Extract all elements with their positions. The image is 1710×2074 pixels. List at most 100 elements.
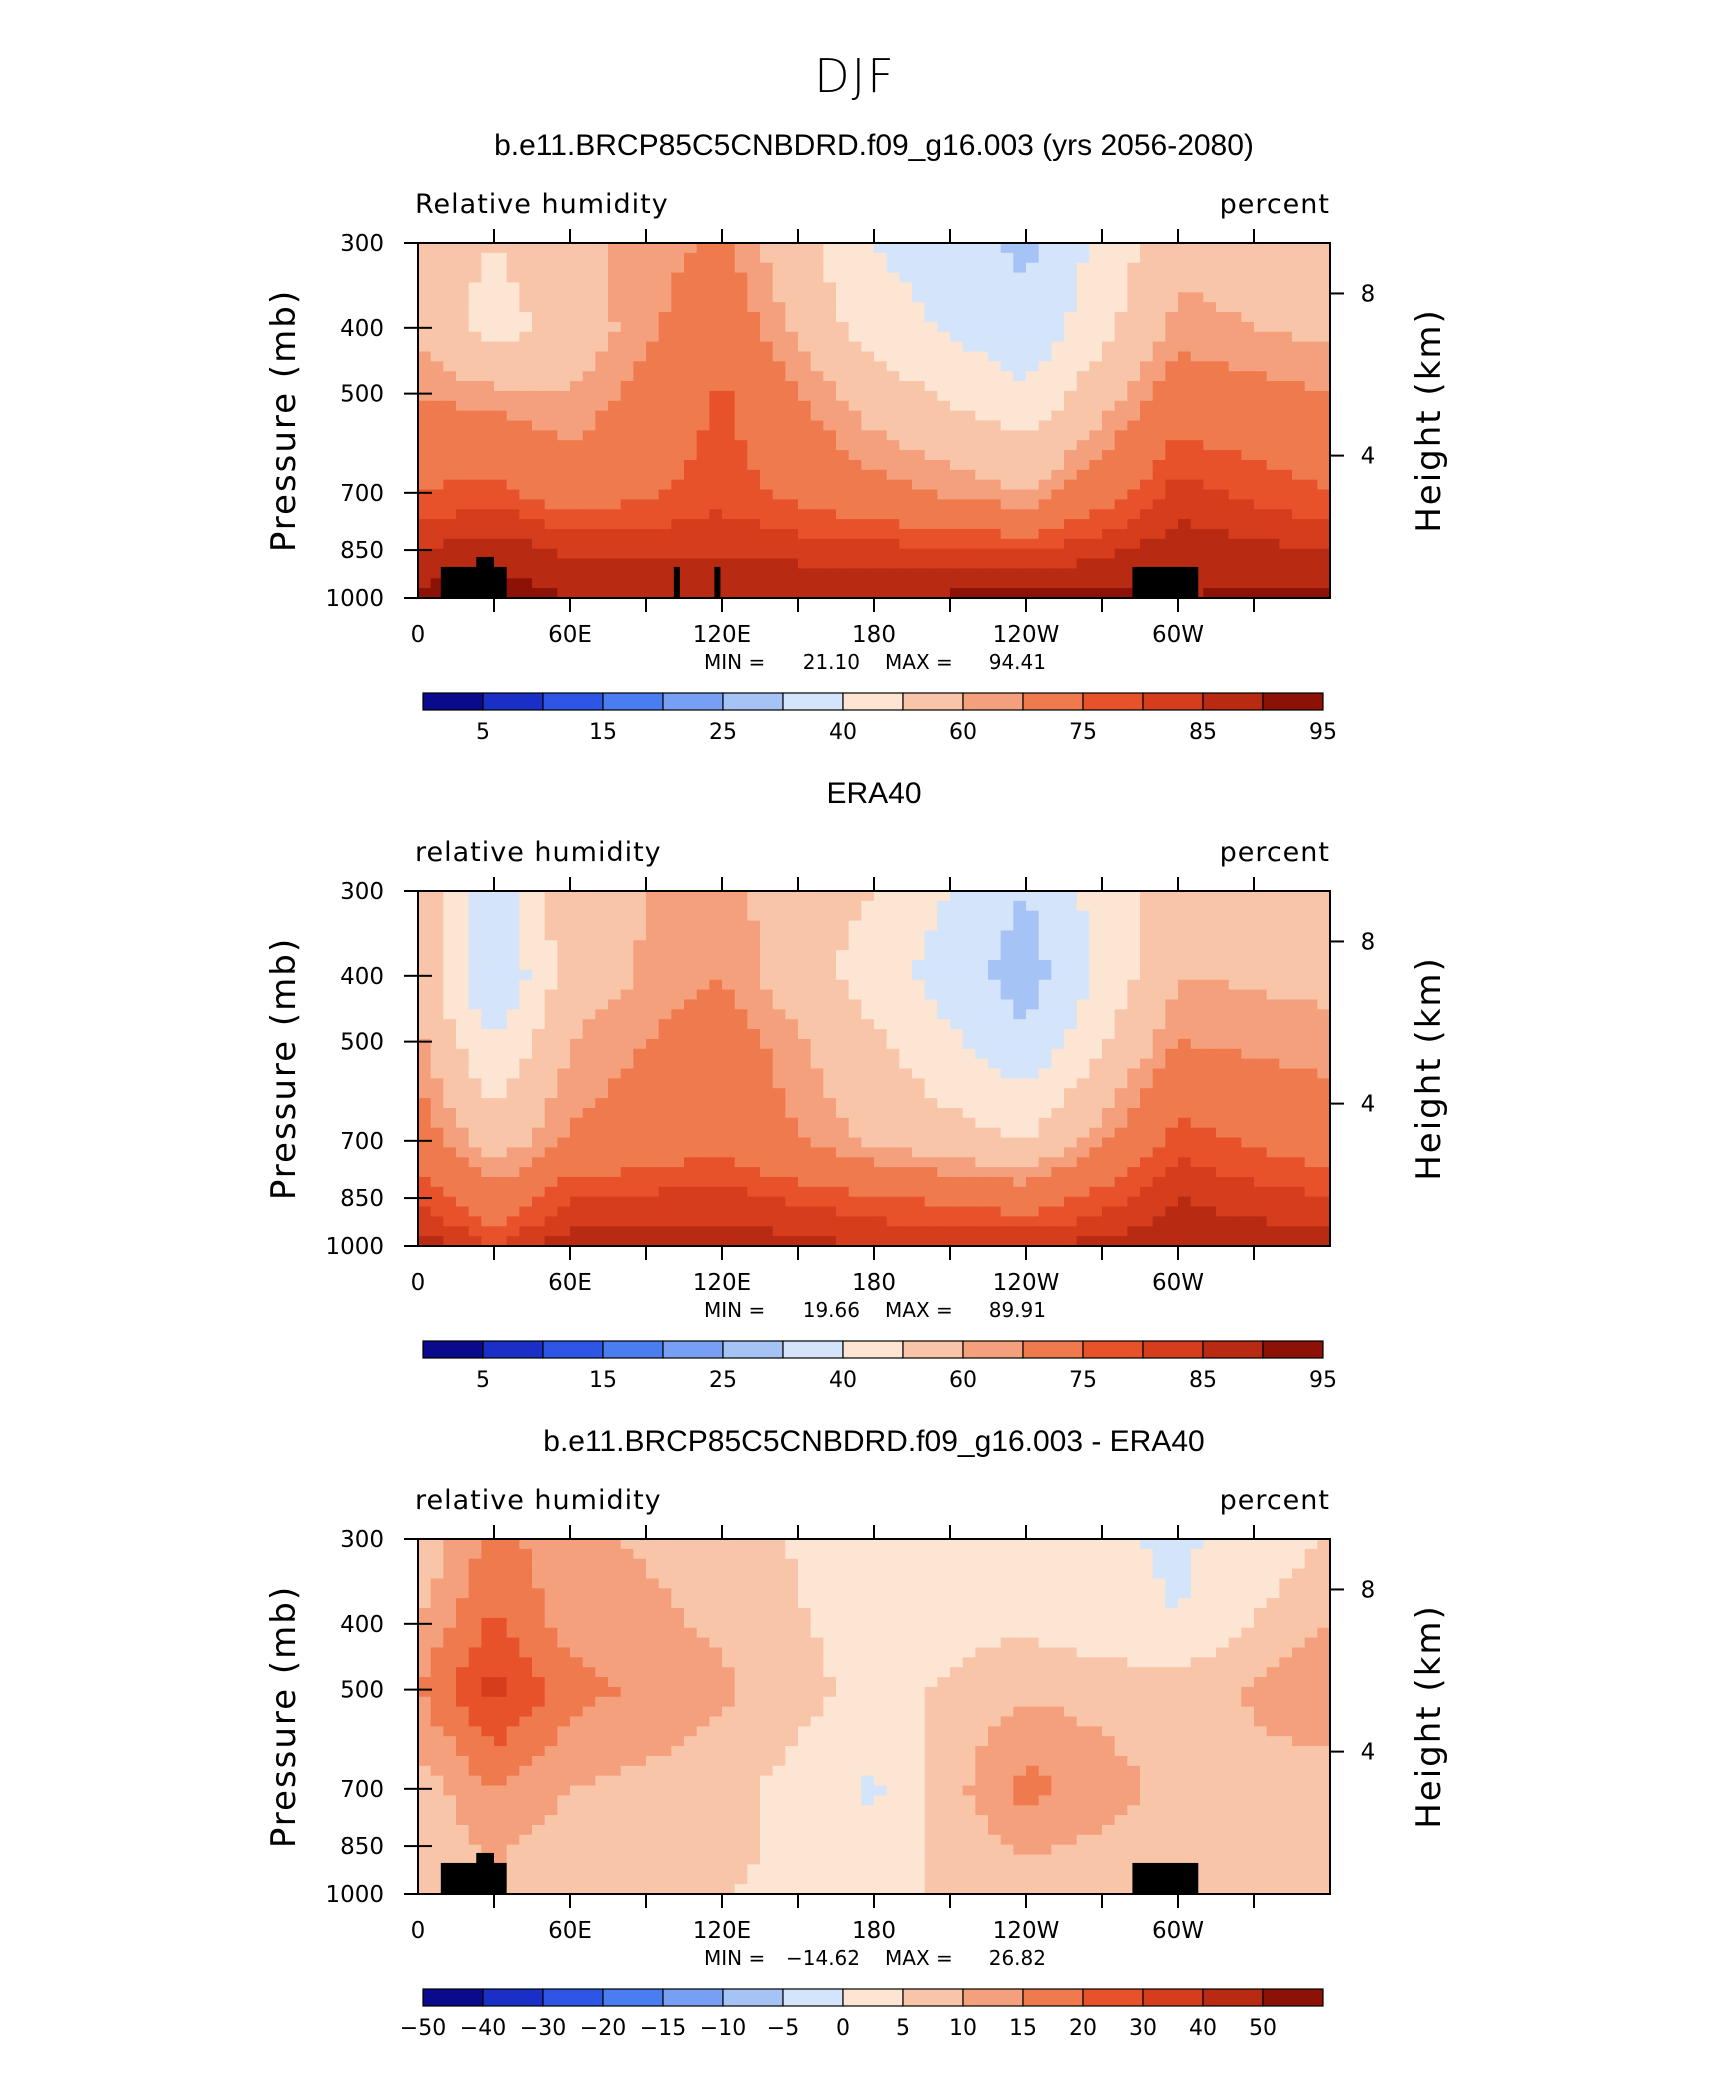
contour-cell	[1064, 1038, 1078, 1050]
contour-cell	[684, 282, 698, 293]
contour-cell	[950, 400, 964, 412]
contour-cell	[810, 989, 824, 1001]
contour-cell	[1076, 1137, 1090, 1148]
contour-cell	[684, 1078, 698, 1089]
contour-cell	[557, 548, 571, 560]
contour-cell	[506, 960, 520, 971]
contour-cell	[1254, 420, 1268, 431]
contour-cell	[684, 1147, 698, 1158]
contour-cell	[798, 1147, 812, 1158]
contour-cell	[1076, 528, 1090, 540]
contour-cell	[456, 1176, 470, 1188]
contour-cell	[1317, 1078, 1331, 1089]
contour-cell	[1102, 1088, 1116, 1099]
contour-cell	[1152, 1176, 1166, 1188]
contour-cell	[633, 351, 647, 362]
contour-cell	[848, 1088, 862, 1099]
contour-cell	[1127, 1068, 1141, 1079]
contour-cell	[1089, 1088, 1103, 1099]
contour-cell	[975, 302, 989, 313]
contour-cell	[1000, 252, 1014, 264]
contour-cell	[1127, 252, 1141, 264]
contour-cell	[418, 999, 432, 1010]
contour-cell	[1266, 302, 1280, 313]
contour-cell	[468, 1048, 482, 1060]
contour-cell	[874, 969, 888, 981]
contour-cell	[1203, 960, 1217, 971]
contour-cell	[874, 321, 888, 333]
contour-cell	[912, 1019, 926, 1030]
contour-cell	[747, 1098, 761, 1109]
contour-cell	[481, 950, 495, 961]
contour-cell	[1140, 410, 1154, 422]
contour-cell	[456, 1098, 470, 1109]
contour-cell	[481, 341, 495, 353]
contour-cell	[1114, 891, 1128, 902]
contour-cell	[1165, 459, 1179, 471]
contour-cell	[747, 910, 761, 922]
contour-cell	[671, 558, 685, 570]
contour-cell	[785, 930, 799, 941]
contour-cell	[1140, 1029, 1154, 1040]
contour-cell	[430, 302, 444, 313]
contour-cell	[658, 558, 672, 570]
contour-cell	[519, 381, 533, 392]
contour-cell	[608, 1009, 622, 1020]
contour-cell	[772, 1147, 786, 1158]
contour-cell	[1178, 390, 1192, 402]
contour-cell	[1089, 940, 1103, 951]
contour-cell	[544, 1176, 558, 1188]
contour-cell	[481, 891, 495, 902]
contour-cell	[608, 1167, 622, 1178]
contour-cell	[975, 999, 989, 1010]
contour-cell	[1076, 969, 1090, 981]
contour-cell	[506, 989, 520, 1001]
contour-cell	[620, 891, 634, 902]
contour-cell	[1051, 1038, 1065, 1050]
contour-cell	[671, 1029, 685, 1040]
contour-cell	[722, 588, 736, 599]
contour-cell	[1317, 509, 1331, 520]
contour-cell	[1089, 509, 1103, 520]
contour-cell	[1304, 302, 1318, 313]
contour-cell	[848, 341, 862, 353]
contour-cell	[1241, 1117, 1255, 1129]
contour-cell	[709, 1009, 723, 1020]
contour-cell	[519, 1137, 533, 1148]
contour-cell	[620, 548, 634, 560]
contour-cell	[798, 489, 812, 500]
contour-cell	[747, 950, 761, 961]
contour-cell	[861, 1088, 875, 1099]
contour-cell	[709, 1107, 723, 1119]
contour-cell	[950, 420, 964, 431]
contour-cell	[481, 381, 495, 392]
contour-cell	[988, 1127, 1002, 1139]
contour-cell	[772, 459, 786, 471]
contour-cell	[456, 252, 470, 264]
contour-cell	[646, 430, 660, 441]
contour-cell	[734, 558, 748, 570]
contour-cell	[886, 321, 900, 333]
contour-cell	[1203, 940, 1217, 951]
contour-cell	[481, 1117, 495, 1129]
contour-cell	[468, 979, 482, 991]
contour-cell	[658, 920, 672, 932]
contour-cell	[836, 469, 850, 481]
contour-cell	[950, 1068, 964, 1079]
contour-cell	[519, 930, 533, 941]
contour-cell	[1178, 361, 1192, 372]
contour-cell	[912, 920, 926, 932]
contour-cell	[544, 528, 558, 540]
contour-cell	[684, 489, 698, 500]
contour-cell	[1114, 538, 1128, 550]
contour-cell	[544, 1078, 558, 1089]
contour-cell	[861, 548, 875, 560]
contour-cell	[1013, 292, 1027, 303]
contour-cell	[899, 1088, 913, 1099]
contour-cell	[1241, 390, 1255, 402]
contour-cell	[747, 450, 761, 461]
contour-cell	[1051, 272, 1065, 284]
contour-cell	[1216, 1157, 1230, 1168]
contour-cell	[1254, 920, 1268, 932]
contour-cell	[646, 548, 660, 560]
